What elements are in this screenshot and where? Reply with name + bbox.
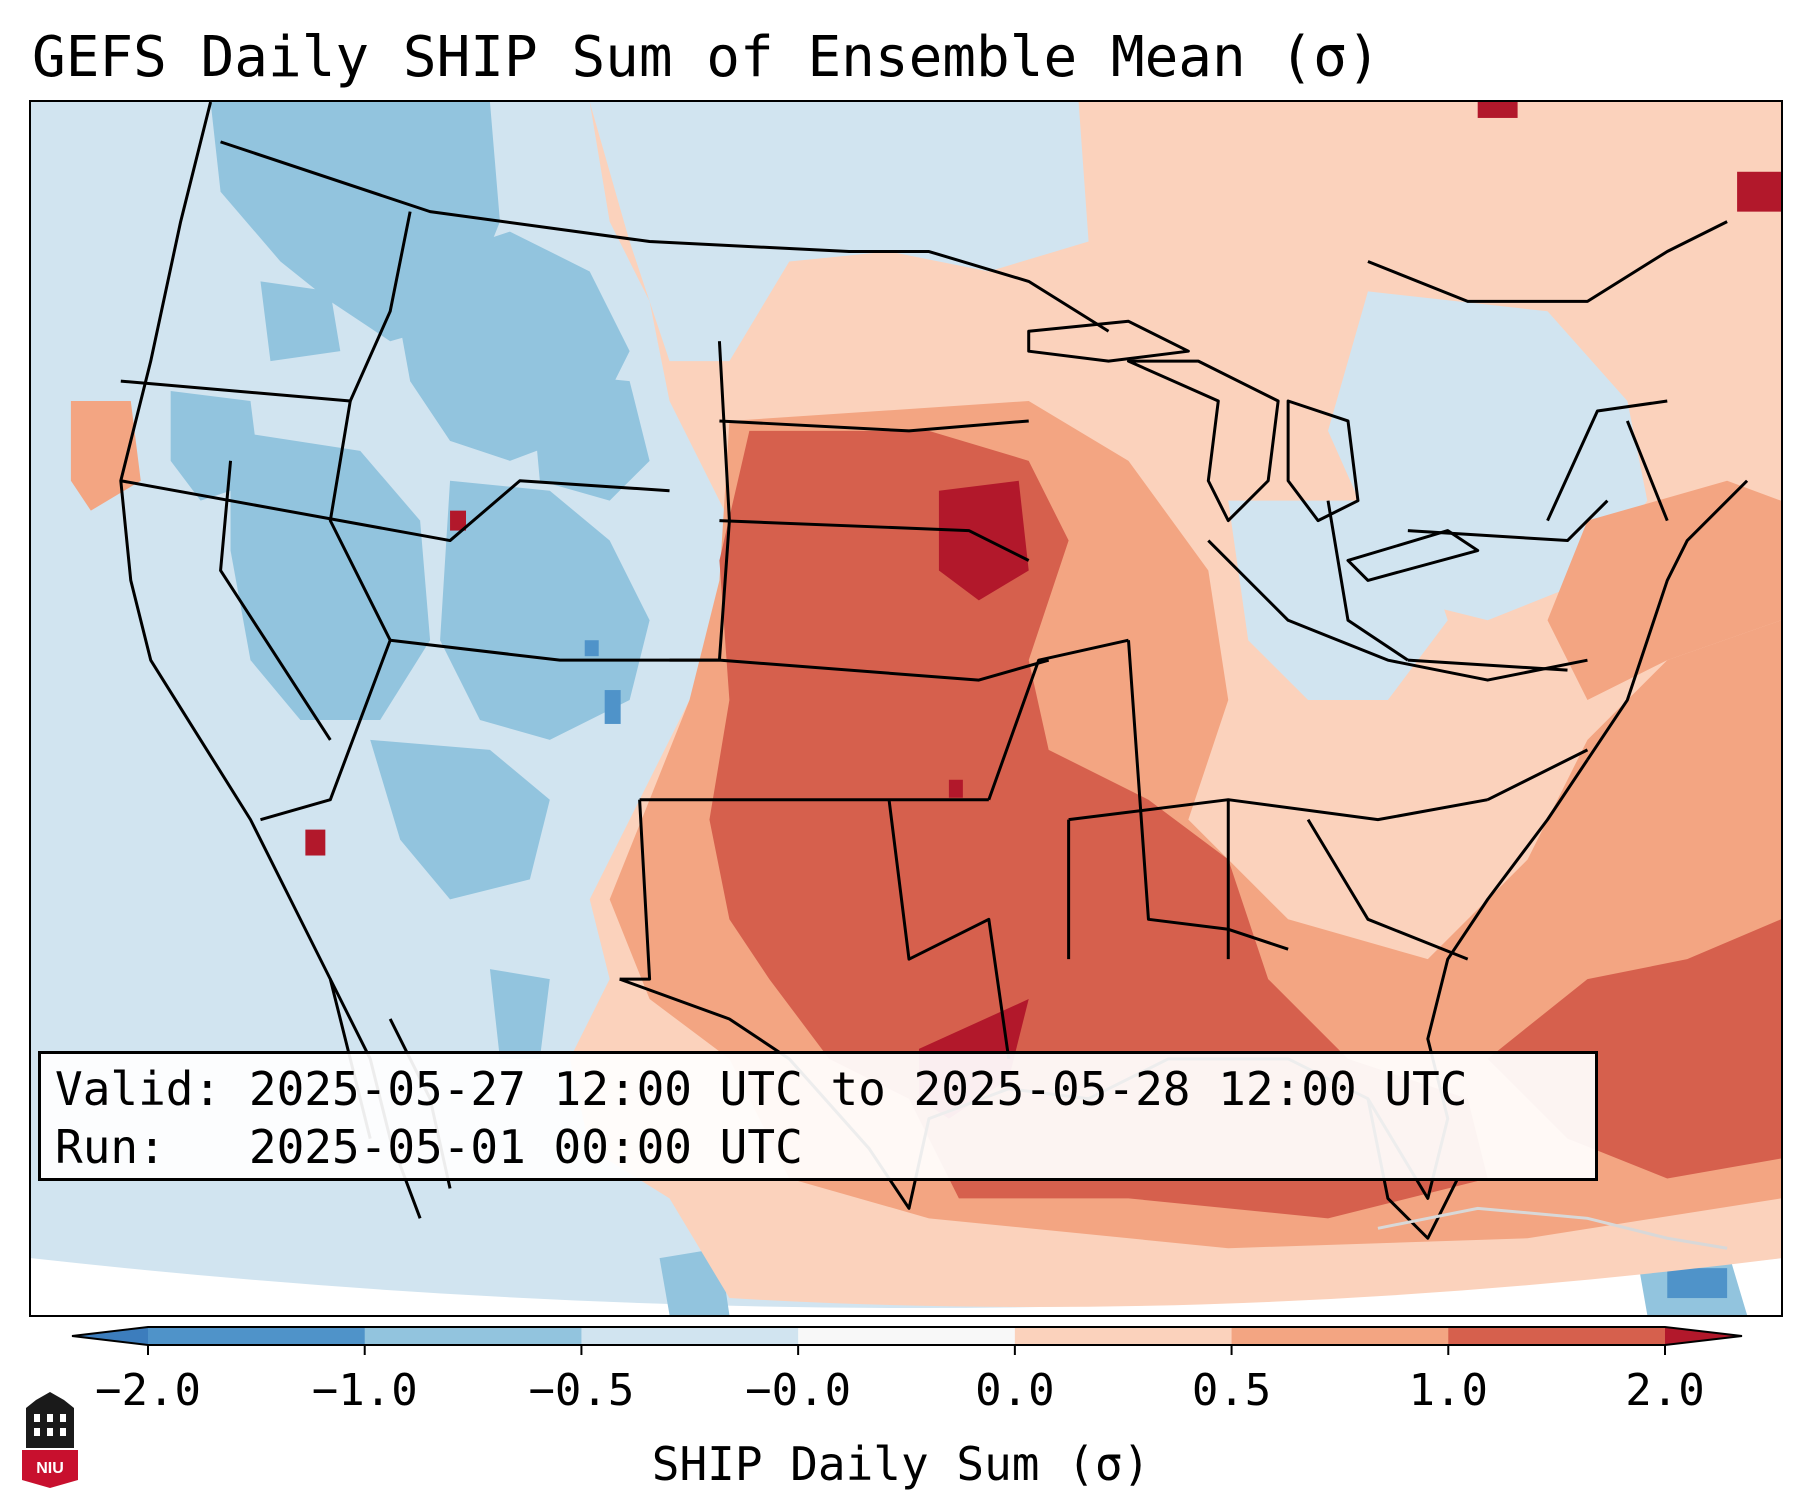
colorbar-segment bbox=[581, 1327, 799, 1345]
page-title: GEFS Daily SHIP Sum of Ensemble Mean (σ) bbox=[32, 25, 1381, 90]
niu-logo: NIU bbox=[22, 1392, 78, 1488]
logo-text: NIU bbox=[36, 1460, 64, 1477]
colorbar-tick-label: −2.0 bbox=[95, 1365, 201, 1416]
colorbar-segment bbox=[364, 1327, 582, 1345]
colorbar-tick-label: −0.0 bbox=[745, 1365, 851, 1416]
colorbar-extend-max bbox=[1665, 1327, 1742, 1345]
colorbar-segment bbox=[1231, 1327, 1449, 1345]
valid-label: Valid: bbox=[55, 1062, 222, 1116]
colorbar-ticks: −2.0 −1.0 −0.5 −0.0 0.0 0.5 1.0 2.0 bbox=[95, 1345, 1705, 1416]
colorbar-segment bbox=[798, 1327, 1016, 1345]
colorbar: −2.0 −1.0 −0.5 −0.0 0.0 0.5 1.0 2.0 SHIP Daily … bbox=[71, 1326, 1743, 1491]
positive-anomaly-strong bbox=[709, 430, 1488, 1219]
colorbar-extend-min bbox=[72, 1327, 148, 1345]
run-value: 2025-05-01 00:00 UTC bbox=[248, 1120, 803, 1174]
valid-value: 2025-05-27 12:00 UTC to 2025-05-28 12:00… bbox=[248, 1062, 1468, 1116]
colorbar-segment bbox=[1014, 1327, 1233, 1345]
colorbar-tick-label: 0.5 bbox=[1192, 1365, 1271, 1416]
strong-negative-cells bbox=[584, 640, 1728, 1299]
colorbar-tick-label: 2.0 bbox=[1625, 1365, 1704, 1416]
cuba-outline bbox=[1377, 1206, 1728, 1250]
colorbar-label: SHIP Daily Sum (σ) bbox=[652, 1437, 1151, 1491]
colorbar-tick-label: −0.5 bbox=[528, 1365, 634, 1416]
northern-neutral bbox=[589, 102, 1089, 362]
colorbar-tick-label: 1.0 bbox=[1409, 1365, 1488, 1416]
colorbar-tick-label: −1.0 bbox=[312, 1365, 418, 1416]
west-coast-positive bbox=[70, 401, 141, 511]
run-label: Run: bbox=[55, 1120, 166, 1174]
colorbar-segments bbox=[71, 1326, 1743, 1346]
colorbar-tick-label: 0.0 bbox=[975, 1365, 1054, 1416]
colorbar-segment bbox=[1448, 1327, 1666, 1345]
logo-shield bbox=[22, 1450, 78, 1488]
logo-windows bbox=[34, 1414, 66, 1436]
colorbar-segment bbox=[148, 1327, 366, 1345]
off-domain-region bbox=[31, 1258, 1781, 1315]
valid-run-info-box: Valid: 2025-05-27 12:00 UTC to 2025-05-2… bbox=[38, 1051, 1598, 1181]
